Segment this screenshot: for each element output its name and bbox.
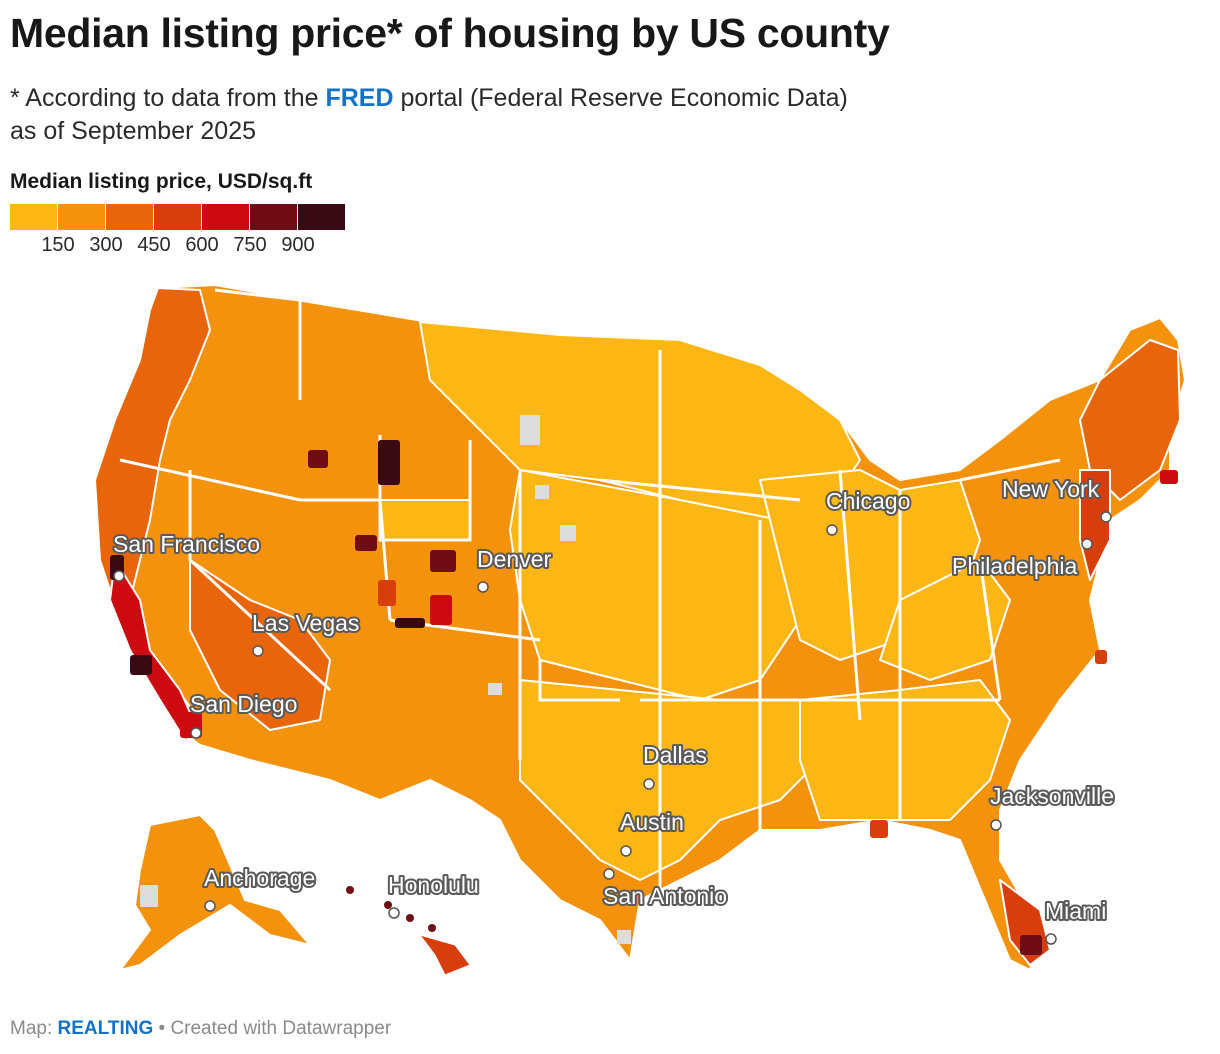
state-border [378, 435, 472, 542]
city-label: Honolulu [388, 872, 479, 898]
legend-swatch [250, 204, 297, 230]
legend-tick-label: 150 [41, 234, 75, 256]
legend-tick-label: 300 [89, 234, 123, 256]
legend-swatch [202, 204, 249, 230]
legend-tick-label: 600 [185, 234, 219, 256]
subtitle-date: as of September 2025 [10, 117, 256, 145]
footer-credit: Map: REALTING • Created with Datawrapper [10, 1018, 391, 1040]
legend-tick-label: 900 [281, 234, 315, 256]
city-label: Philadelphia [952, 553, 1078, 579]
legend-tick-label: 750 [233, 234, 267, 256]
no-data-county [140, 885, 158, 907]
city-dot [1045, 933, 1057, 945]
price-hotspot [870, 820, 888, 838]
price-hotspots [110, 440, 1178, 955]
no-data-county [560, 525, 576, 541]
city-dot [603, 868, 615, 880]
price-hotspot [1020, 935, 1042, 955]
city-label: Anchorage [204, 865, 315, 891]
state-shapes [94, 284, 1186, 976]
price-hotspot [378, 580, 396, 606]
city-label: Miami [1045, 898, 1106, 924]
legend-swatch [106, 204, 153, 230]
footer-prefix: Map: [10, 1018, 58, 1039]
us-county-choropleth-map[interactable]: San Francisco Las Vegas San Diego Denver Dal… [0, 270, 1220, 1010]
state-border [978, 559, 1002, 701]
legend-title: Median listing price, USD/sq.ft [10, 170, 313, 193]
state-border [299, 298, 421, 322]
city-label: Austin [620, 809, 684, 835]
legend-swatch [298, 204, 345, 230]
legend-tick-label: 450 [137, 234, 171, 256]
alaska-shape [117, 813, 313, 972]
city-label: San Diego [190, 691, 297, 717]
price-hotspot [430, 595, 452, 625]
region-new-england [1079, 339, 1181, 501]
city-label: Las Vegas [252, 610, 359, 636]
state-border [599, 478, 801, 502]
city-dot [190, 727, 202, 739]
city-markers: San Francisco Las Vegas San Diego Denver Dal… [111, 474, 1116, 945]
legend-color-scale [10, 204, 346, 230]
fred-link[interactable]: FRED [325, 84, 394, 112]
no-data-county [617, 930, 631, 944]
state-border [538, 660, 620, 702]
hawaii-island [428, 924, 436, 932]
hawaii-island [384, 901, 392, 909]
legend-swatch [58, 204, 105, 230]
city-label: San Antonio [603, 883, 727, 909]
state-border [959, 458, 1061, 482]
region-northeast-corridor [1079, 469, 1111, 581]
price-hotspot [308, 450, 328, 468]
city-label: Chicago [826, 488, 910, 514]
city-dot [643, 778, 655, 790]
region-wyoming-plateau [379, 499, 471, 541]
no-data-county [520, 415, 540, 445]
city-dot [1081, 538, 1093, 550]
city-label: Dallas [643, 742, 707, 768]
legend-swatch [154, 204, 201, 230]
city-dot [388, 907, 400, 919]
state-border [119, 458, 301, 502]
chart-title: Median listing price* of housing by US c… [10, 10, 890, 56]
subtitle-prefix: * According to data from the [10, 84, 326, 112]
footer-suffix: • Created with Datawrapper [153, 1018, 392, 1039]
city-label: Denver [477, 546, 551, 572]
city-label: San Francisco [113, 531, 260, 557]
legend-ticks: 150 300 450 600 750 900 [10, 234, 350, 260]
price-hotspot [130, 655, 152, 675]
no-data-county [535, 485, 549, 499]
city-label: New York [1002, 476, 1100, 502]
city-dot [1100, 511, 1112, 523]
hawaii-island [346, 886, 354, 894]
realting-link[interactable]: REALTING [57, 1018, 154, 1039]
price-hotspot [430, 550, 456, 572]
price-hotspot [1160, 470, 1178, 484]
state-border [188, 470, 332, 692]
city-dot [990, 819, 1002, 831]
region-central-plains [509, 469, 821, 701]
city-dot [204, 900, 216, 912]
legend-swatch [10, 204, 57, 230]
price-hotspot [395, 618, 425, 628]
subtitle-suffix: portal (Federal Reserve Economic Data) [393, 84, 848, 112]
hawaii-island [406, 914, 414, 922]
state-border [838, 469, 862, 721]
chart-subtitle: * According to data from the FRED portal… [10, 82, 1110, 148]
region-nevada-arizona [189, 559, 331, 731]
no-data-county [488, 683, 502, 695]
city-dot [620, 845, 632, 857]
city-dot [477, 581, 489, 593]
city-dot [113, 570, 125, 582]
region-southeast [799, 679, 1011, 821]
price-hotspot [1095, 650, 1107, 664]
price-hotspot [378, 440, 400, 485]
city-label: Jacksonville [990, 783, 1114, 809]
city-dot [826, 524, 838, 536]
price-hotspot [355, 535, 377, 551]
city-dot [252, 645, 264, 657]
hawaii-big-island [418, 934, 471, 976]
